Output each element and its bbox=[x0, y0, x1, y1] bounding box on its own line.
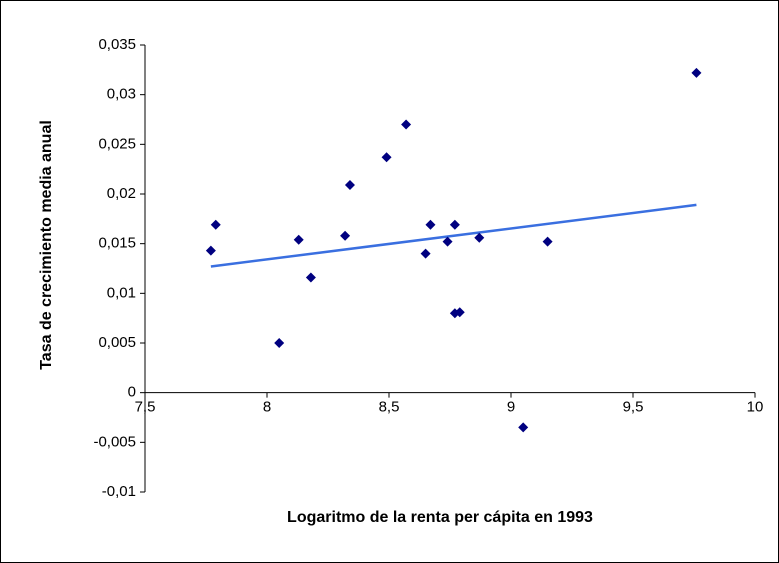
point bbox=[518, 422, 529, 433]
point bbox=[542, 236, 553, 247]
point bbox=[344, 180, 355, 191]
y-tick-label: 0,03 bbox=[107, 86, 136, 103]
x-tick-label: 9 bbox=[507, 399, 515, 416]
x-axis-title: Logaritmo de la renta per cápita en 1993 bbox=[287, 509, 593, 526]
point bbox=[442, 236, 453, 247]
x-tick-label: 9,5 bbox=[623, 399, 644, 416]
point bbox=[401, 119, 412, 130]
point bbox=[449, 219, 460, 230]
point bbox=[381, 152, 392, 163]
point bbox=[305, 272, 316, 283]
y-tick-label: 0,025 bbox=[98, 135, 136, 152]
point bbox=[274, 338, 285, 348]
point bbox=[420, 248, 431, 259]
x-tick-label: 8 bbox=[263, 399, 271, 416]
y-tick-label: 0,005 bbox=[98, 334, 136, 351]
trendline bbox=[210, 203, 697, 268]
x-tick-label: 10 bbox=[747, 399, 764, 416]
y-tick-label: 0,015 bbox=[98, 235, 136, 252]
y-tick-label: 0,01 bbox=[107, 284, 136, 301]
point bbox=[425, 219, 436, 230]
x-tick-label: 7,5 bbox=[135, 399, 156, 416]
point bbox=[340, 230, 351, 241]
x-tick-label: 8,5 bbox=[379, 399, 400, 416]
point bbox=[293, 234, 304, 245]
point bbox=[474, 232, 485, 243]
y-tick-label: -0,01 bbox=[102, 483, 136, 500]
point bbox=[210, 219, 221, 230]
y-tick-label: 0,02 bbox=[107, 185, 136, 202]
y-tick-label: 0 bbox=[128, 384, 136, 401]
point bbox=[454, 307, 465, 318]
y-axis-title: Tasa de crecimiento media anual bbox=[38, 120, 55, 370]
point bbox=[205, 245, 216, 256]
y-tick-label: 0,035 bbox=[98, 36, 136, 53]
point bbox=[691, 67, 702, 78]
y-tick-label: -0,005 bbox=[93, 433, 136, 450]
